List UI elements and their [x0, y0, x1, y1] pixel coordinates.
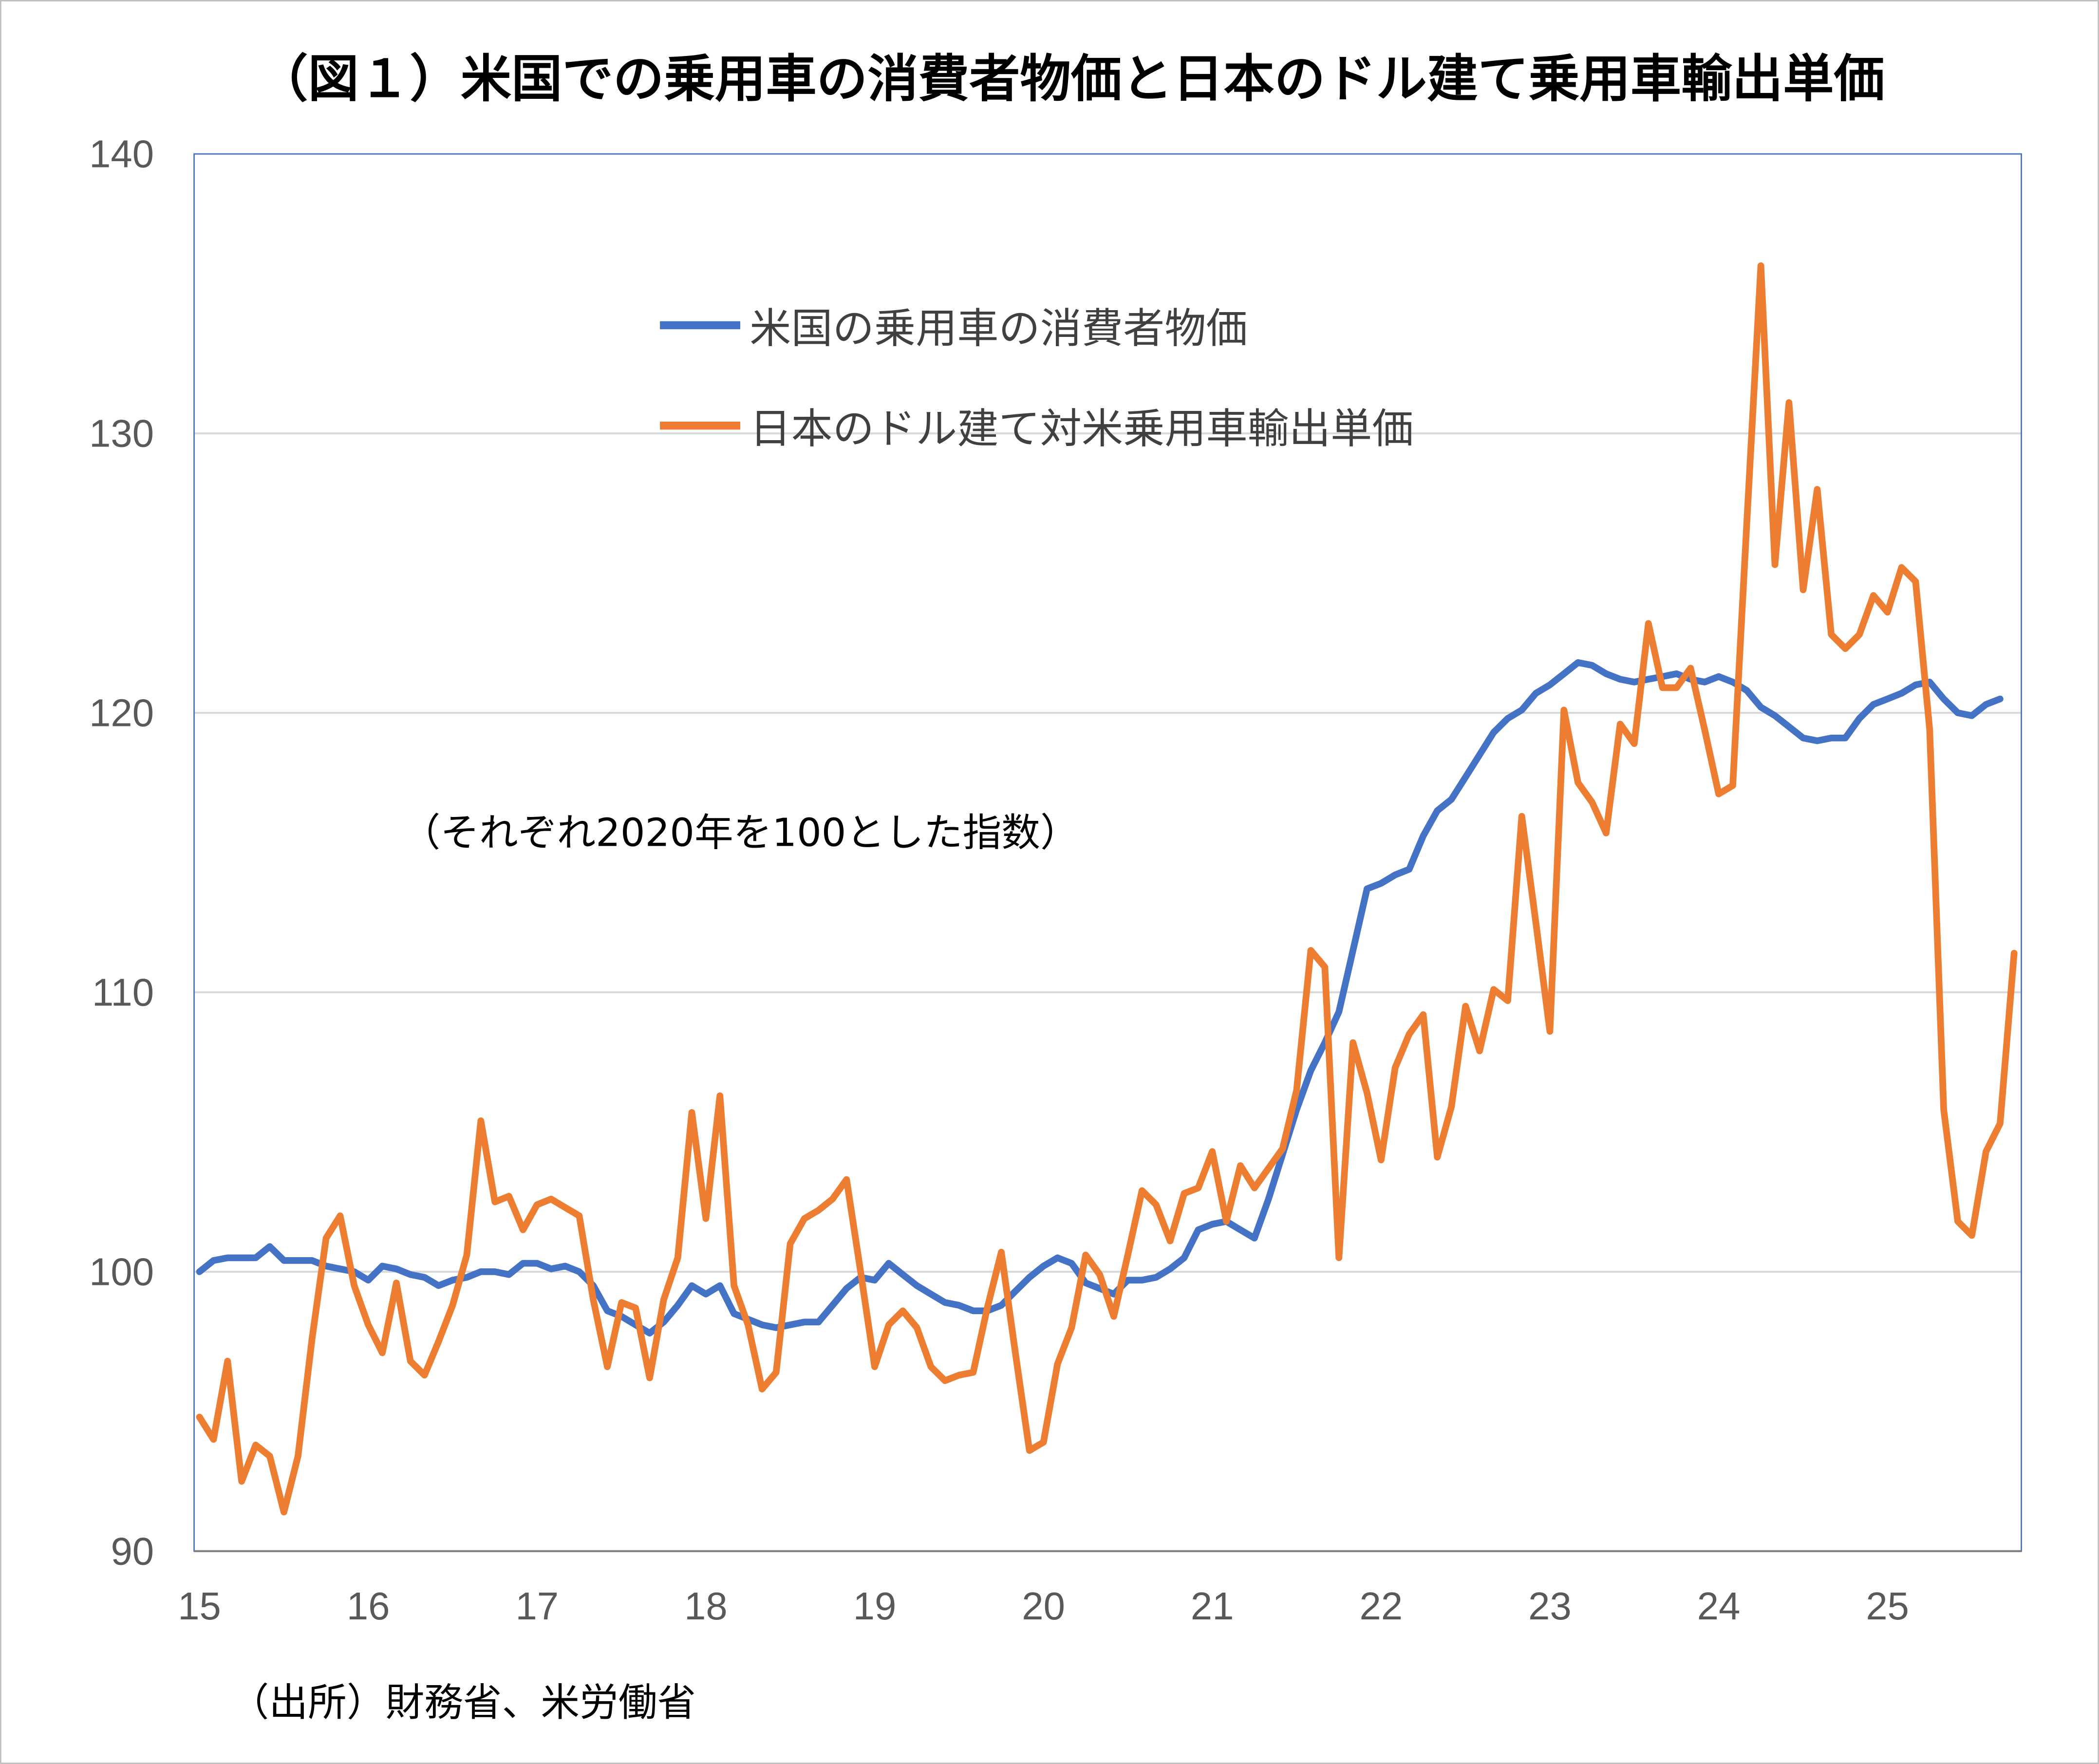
y-tick-label: 130 [89, 412, 154, 455]
x-tick-label: 17 [515, 1584, 559, 1628]
x-tick-label: 16 [347, 1584, 390, 1628]
source-note: （出所）財務省、米労働省 [230, 1680, 696, 1725]
legend-label-export: 日本のドル建て対米乗用車輸出単価 [750, 405, 1413, 453]
x-tick-label: 19 [853, 1584, 897, 1628]
legend: 米国の乗用車の消費者物価 日本のドル建て対米乗用車輸出単価 [660, 305, 1414, 453]
x-axis-ticks: 15 16 17 18 19 20 21 22 23 24 25 [178, 1584, 1909, 1628]
series-lines [196, 262, 2018, 1516]
x-tick-label: 18 [684, 1584, 728, 1628]
gridlines [194, 432, 2022, 1273]
x-tick-label: 25 [1866, 1584, 1909, 1628]
x-tick-label: 23 [1528, 1584, 1572, 1628]
index-annotation: （それぞれ2020年を100とした指数） [402, 810, 1079, 855]
legend-label-cpi: 米国の乗用車の消費者物価 [750, 305, 1247, 353]
y-tick-label: 100 [89, 1250, 154, 1293]
y-tick-label: 90 [111, 1529, 154, 1573]
series-line-1 [196, 262, 2018, 1516]
y-axis-ticks: 90 100 110 120 130 140 [89, 132, 154, 1573]
x-tick-label: 21 [1191, 1584, 1234, 1628]
x-tick-label: 15 [178, 1584, 221, 1628]
chart-title: （図１）米国での乗用車の消費者物価と日本のドル建て乗用車輸出単価 [257, 49, 1885, 109]
series-line-0 [196, 659, 2004, 1337]
y-tick-label: 120 [89, 691, 154, 735]
x-tick-label: 20 [1022, 1584, 1065, 1628]
x-tick-label: 24 [1697, 1584, 1741, 1628]
y-tick-label: 140 [89, 132, 154, 176]
y-tick-label: 110 [92, 970, 154, 1014]
x-tick-label: 22 [1360, 1584, 1403, 1628]
